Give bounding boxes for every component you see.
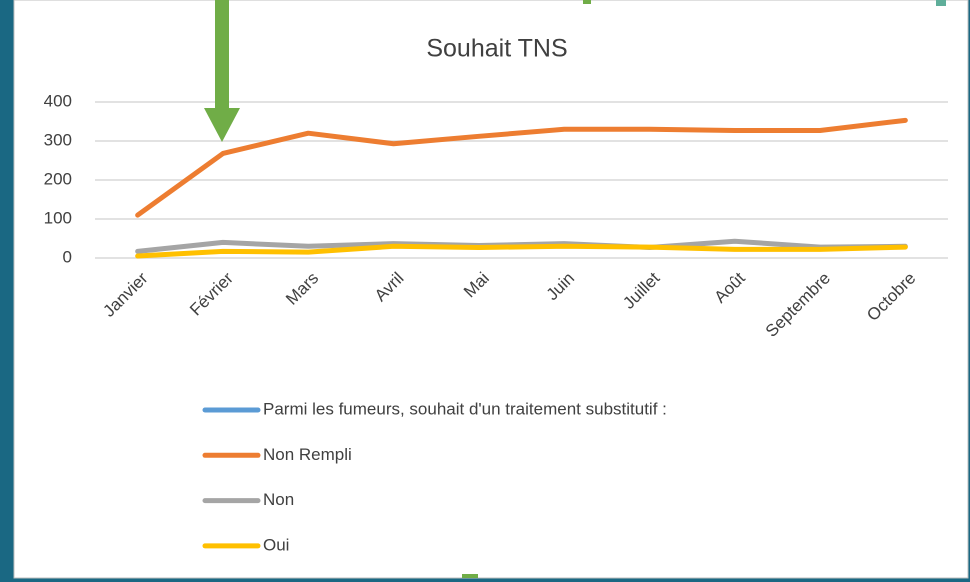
- y-tick-label: 400: [44, 91, 72, 110]
- chart-title: Souhait TNS: [426, 35, 567, 63]
- decoration: [462, 574, 478, 578]
- y-tick-label: 0: [63, 247, 72, 266]
- series-line: [135, 117, 908, 218]
- legend-label: Oui: [263, 535, 289, 554]
- y-tick-label: 300: [44, 130, 72, 149]
- y-tick-label: 200: [44, 169, 72, 188]
- legend-label: Non: [263, 490, 294, 509]
- legend-label: Non Rempli: [263, 445, 352, 464]
- y-tick-label: 100: [44, 208, 72, 227]
- decoration: [936, 0, 946, 6]
- series-line: [135, 243, 908, 259]
- legend-label: Parmi les fumeurs, souhait d'un traiteme…: [263, 399, 667, 418]
- arrow: [204, 0, 240, 142]
- decoration: [583, 0, 591, 4]
- chart-area: [13, 0, 969, 579]
